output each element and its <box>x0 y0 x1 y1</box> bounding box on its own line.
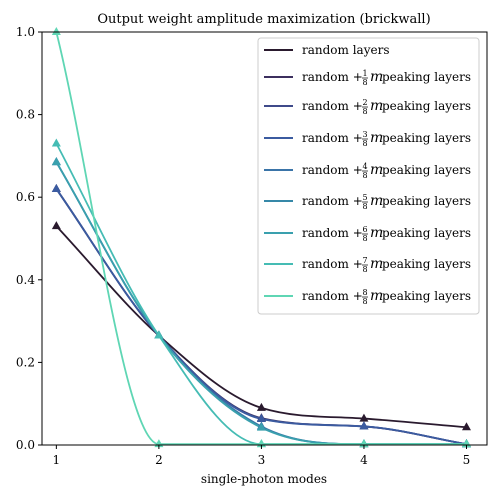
legend-frac-num-6: 6 <box>362 225 367 234</box>
legend-m-2: m <box>370 98 383 114</box>
data-point-6-2 <box>256 422 266 431</box>
x-tick-label-0: 1 <box>53 453 61 467</box>
legend-suffix-5: peaking layers <box>382 194 471 208</box>
legend-label-8: random + <box>302 289 363 303</box>
legend-suffix-7: peaking layers <box>382 257 471 271</box>
legend-label-4: random + <box>302 163 363 177</box>
legend-frac-den-3: 8 <box>362 139 367 148</box>
data-point-0-4 <box>461 422 471 431</box>
y-tick-label-3: 0.6 <box>16 190 35 204</box>
data-point-7-1 <box>154 330 164 339</box>
legend-m-6: m <box>370 225 383 241</box>
series-line-8 <box>55 31 467 446</box>
y-tick-label-2: 0.4 <box>16 273 35 287</box>
legend-m-4: m <box>370 162 383 178</box>
legend-frac-den-1: 8 <box>362 78 367 87</box>
legend-frac-num-3: 3 <box>362 130 367 139</box>
legend-label-6: random + <box>302 226 363 240</box>
y-tick-label-5: 1.0 <box>16 25 35 39</box>
legend-label-0: random layers <box>302 43 390 57</box>
legend-label-5: random + <box>302 194 363 208</box>
legend-suffix-8: peaking layers <box>382 289 471 303</box>
x-tick-label-1: 2 <box>155 453 163 467</box>
legend-label-7: random + <box>302 257 363 271</box>
data-point-3-2 <box>256 413 266 422</box>
legend-frac-den-8: 8 <box>362 297 367 306</box>
legend-frac-den-7: 8 <box>362 265 367 274</box>
series-line-0 <box>55 225 467 429</box>
legend-label-2: random + <box>302 99 363 113</box>
axis-ticks: 1 2 3 4 5 0.0 0.2 0.4 0.6 0.8 1.0 <box>16 25 470 467</box>
data-point-0-2 <box>256 402 266 411</box>
legend-m-1: m <box>370 69 383 85</box>
legend-frac-num-8: 8 <box>362 288 367 297</box>
y-tick-label-4: 0.8 <box>16 108 35 122</box>
legend-frac-num-5: 5 <box>362 193 367 202</box>
legend-label-3: random + <box>302 131 363 145</box>
data-point-3-3 <box>359 421 369 430</box>
chart-title: Output weight amplitude maximization (br… <box>97 12 430 27</box>
x-tick-label-4: 5 <box>463 453 471 467</box>
data-point-3-0 <box>51 183 61 192</box>
legend-m-3: m <box>370 130 383 146</box>
legend-m-7: m <box>370 256 383 272</box>
legend-suffix-4: peaking layers <box>382 163 471 177</box>
legend-frame <box>257 37 480 315</box>
y-tick-label-0: 0.0 <box>16 438 35 452</box>
data-point-7-0 <box>51 138 61 147</box>
y-tick-label-1: 0.2 <box>16 355 35 369</box>
data-point-8-0 <box>51 27 61 35</box>
data-point-0-0 <box>51 221 61 230</box>
x-tick-label-3: 4 <box>360 453 368 467</box>
x-tick-label-2: 3 <box>258 453 266 467</box>
legend-frac-den-5: 8 <box>362 202 367 211</box>
legend-m-8: m <box>370 288 383 304</box>
data-point-0-3 <box>359 413 369 422</box>
legend-m-5: m <box>370 193 383 209</box>
legend-frac-num-1: 1 <box>362 69 367 78</box>
series-line-3 <box>55 188 467 446</box>
legend-suffix-3: peaking layers <box>382 131 471 145</box>
legend-suffix-6: peaking layers <box>382 226 471 240</box>
data-point-6-0 <box>51 157 61 166</box>
axes-frame <box>41 31 488 446</box>
legend-suffix-1: peaking layers <box>382 70 471 84</box>
legend-frac-den-2: 8 <box>362 107 367 116</box>
legend-frac-den-4: 8 <box>362 171 367 180</box>
legend-frac-den-6: 8 <box>362 234 367 243</box>
x-axis-label: single-photon modes <box>201 472 327 486</box>
legend-suffix-2: peaking layers <box>382 99 471 113</box>
legend-frac-num-4: 4 <box>362 162 367 171</box>
legend-label-1: random + <box>302 70 363 84</box>
legend-frac-num-2: 2 <box>362 98 367 107</box>
legend-frac-num-7: 7 <box>362 256 367 265</box>
